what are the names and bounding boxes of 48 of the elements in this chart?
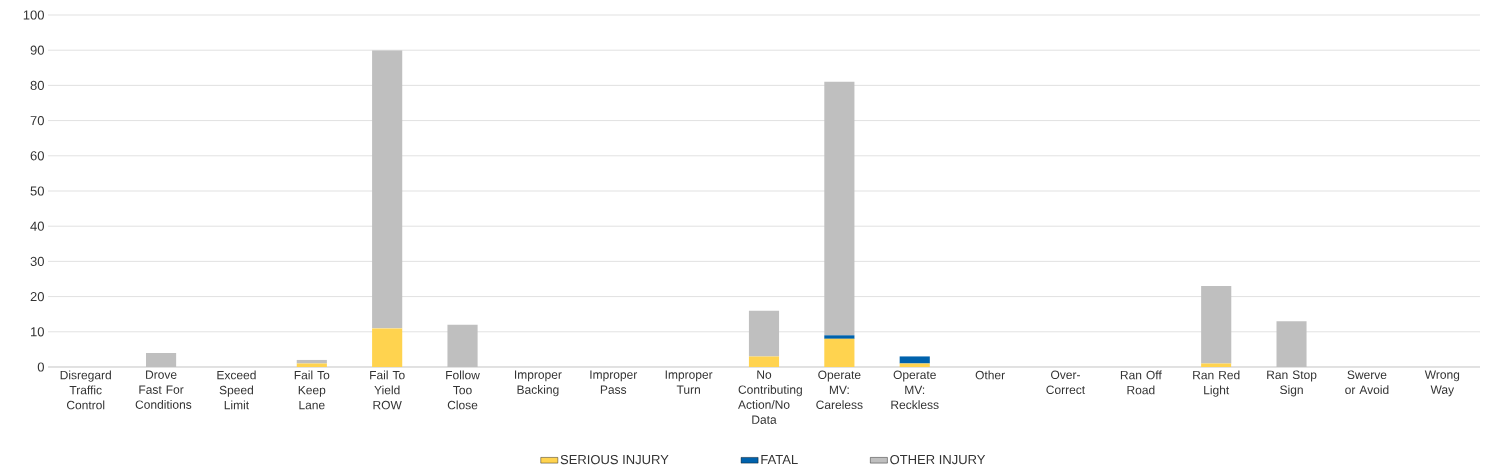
- legend-label: FATAL: [761, 455, 798, 464]
- bar: [899, 356, 930, 364]
- x-tick-label: Exceed Speed Limit: [217, 370, 256, 410]
- bar: [748, 356, 780, 367]
- x-tick-label: Fail To Yield ROW: [370, 370, 405, 410]
- x-tick-label: Operate MV: Reckless: [891, 370, 939, 410]
- bar: [372, 328, 403, 367]
- legend-label: OTHER INJURY: [890, 454, 986, 465]
- x-tick-label: Wrong Way: [1424, 370, 1460, 397]
- x-tick-label: Disregard Traffic Control: [60, 370, 111, 410]
- y-tick-label: 20: [30, 291, 44, 302]
- bar: [296, 363, 327, 367]
- x-tick-label: Follow Too Close: [446, 370, 480, 410]
- y-tick-label: 50: [30, 186, 44, 196]
- y-tick-label: 30: [30, 256, 44, 266]
- x-tick-label: Swerve or Avoid: [1345, 370, 1389, 395]
- y-tick-label: 40: [30, 221, 44, 231]
- bar: [824, 81, 855, 336]
- bar: [447, 324, 478, 367]
- x-tick-label: Improper Backing: [515, 370, 562, 397]
- bar: [1201, 286, 1232, 364]
- legend-label: SERIOUS INJURY: [560, 454, 669, 465]
- x-tick-label: Other: [975, 370, 1005, 380]
- bar: [899, 363, 930, 367]
- x-tick-label: Improper Turn: [665, 370, 713, 394]
- x-tick-label: Drove Fast For Conditions: [135, 370, 192, 409]
- bar: [1276, 321, 1307, 367]
- bar: [824, 335, 855, 339]
- bar: [372, 50, 403, 329]
- y-tick-label: 90: [30, 45, 44, 55]
- x-tick-label: Ran Stop Sign: [1267, 370, 1317, 397]
- y-tick-label: 60: [30, 151, 44, 161]
- bar: [748, 310, 780, 357]
- x-tick-label: Operate MV: Careless: [816, 370, 863, 410]
- x-tick-label: Fail To Keep Lane: [294, 370, 330, 410]
- y-tick-label: 100: [23, 10, 44, 20]
- y-tick-label: 70: [30, 115, 44, 126]
- x-tick-label: No Contributing Action/No Data: [738, 370, 802, 424]
- y-tick-label: 80: [30, 80, 44, 90]
- y-tick-label: 10: [31, 327, 44, 337]
- x-tick-label: Ran Off Road: [1120, 370, 1162, 395]
- x-tick-label: Improper Pass: [590, 370, 638, 394]
- bar: [145, 352, 177, 367]
- x-tick-label: Over-Correct: [1046, 370, 1086, 395]
- y-tick-label: 0: [37, 362, 44, 372]
- bar: [1201, 363, 1232, 367]
- x-tick-label: Ran Red Light: [1193, 370, 1240, 397]
- bar: [824, 338, 855, 367]
